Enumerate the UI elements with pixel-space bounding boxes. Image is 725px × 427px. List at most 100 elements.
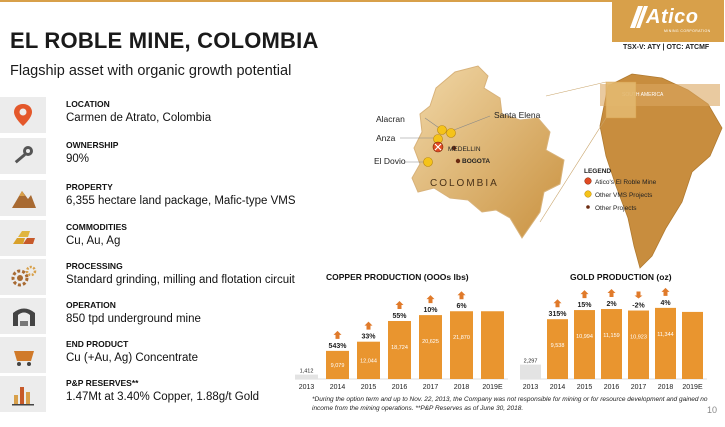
gold-chart-title: GOLD PRODUCTION (oz) (570, 272, 672, 282)
chart-bar (450, 311, 473, 379)
up-arrow-icon (426, 295, 435, 304)
legend-item: Other VMS Projects (595, 192, 653, 199)
x-tick-label: 2019E (482, 384, 503, 391)
fact-value: Standard grinding, milling and flotation… (66, 274, 295, 286)
up-arrow-icon (607, 289, 616, 298)
chart-bar (520, 364, 541, 379)
chart-bar (481, 311, 504, 379)
page-subtitle: Flagship asset with organic growth poten… (10, 63, 292, 79)
ticker-symbols: TSX-V: ATY | OTC: ATCMF (623, 44, 710, 51)
footnote: *During the option term and up to Nov. 2… (312, 396, 708, 412)
chart-bar (295, 374, 318, 379)
place-label-anza: Anza (376, 133, 396, 143)
x-tick-label: 2016 (392, 384, 408, 391)
logo-mark-icon (630, 6, 648, 28)
data-label: 11,344 (657, 332, 673, 338)
data-label: 10,923 (630, 335, 647, 341)
up-arrow-icon (580, 290, 589, 299)
data-label: 12,044 (360, 358, 377, 364)
legend-item: Atico's El Roble Mine (595, 179, 657, 186)
mine-tunnel-icon (13, 308, 35, 326)
fact-label: P&P RESERVES** (66, 378, 139, 388)
up-arrow-icon (553, 299, 562, 308)
fact-row-commodities: COMMODITIES Cu, Au, Ag (0, 220, 280, 256)
chart-bar (574, 310, 595, 379)
x-tick-label: 2014 (550, 384, 566, 391)
x-tick-label: 2017 (631, 384, 647, 391)
fact-label: OPERATION (66, 300, 116, 310)
x-tick-label: 2014 (330, 384, 346, 391)
fact-value: Cu (+Au, Ag) Concentrate (66, 352, 199, 364)
fact-value: Carmen de Atrato, Colombia (66, 112, 212, 124)
x-tick-label: 2015 (361, 384, 377, 391)
up-arrow-icon (364, 321, 373, 330)
fact-label: LOCATION (66, 99, 110, 109)
colombia-map: SOUTH AMERICA Alacran Santa Elena Anza M… (374, 65, 723, 269)
chart-bar (682, 311, 703, 379)
medellin-marker (451, 145, 457, 151)
growth-label: 15% (577, 302, 592, 309)
place-label-el-dovio: El Dovio (374, 156, 406, 166)
fact-value: 1.47Mt at 3.40% Copper, 1.88g/t Gold (66, 391, 260, 403)
growth-label: -2% (632, 303, 645, 310)
data-label: 9,079 (331, 363, 345, 369)
place-label-medellin: MEDELLIN (448, 146, 481, 153)
growth-label: 4% (660, 300, 671, 307)
x-tick-label: 2018 (658, 384, 674, 391)
chart-bar (357, 341, 380, 379)
top-accent-line (0, 0, 612, 2)
fact-row-reserves: P&P RESERVES** 1.47Mt at 3.40% Copper, 1… (0, 376, 280, 412)
x-tick-label: 2013 (523, 384, 539, 391)
data-label: 20,625 (422, 339, 439, 345)
fact-label: PROCESSING (66, 261, 123, 271)
chart-bar (628, 310, 649, 379)
fact-label: COMMODITIES (66, 222, 127, 232)
gold-production-chart: 2013 2,297 2014 9,538 315% 2015 10,994 15% 2016 1… (520, 287, 707, 391)
down-arrow-icon (634, 291, 643, 299)
growth-label: 6% (456, 303, 467, 310)
copper-chart-title: COPPER PRODUCTION (OOOs lbs) (326, 272, 469, 282)
bogota-marker (455, 158, 461, 164)
key-icon (14, 146, 33, 164)
place-label-santa-elena: Santa Elena (494, 110, 541, 120)
logo-text: Atico (646, 6, 699, 28)
chart-bar (388, 320, 411, 379)
fact-value: 90% (66, 153, 90, 165)
chart-bar (655, 307, 676, 379)
data-label: 11,159 (603, 333, 619, 339)
vms-project-marker (423, 157, 433, 167)
x-tick-label: 2015 (577, 384, 593, 391)
mountain-icon (12, 191, 36, 208)
fact-value: Cu, Au, Ag (66, 235, 121, 247)
fact-value: 6,355 hectare land package, Mafic-type V… (66, 195, 296, 207)
copper-production-chart: 2013 1,412 2014 9,079 543% 2015 12,044 33% 2016 1… (295, 291, 508, 391)
chart-bar (547, 319, 568, 379)
x-tick-label: 2019E (682, 384, 703, 391)
logo-subtext: MINING CORPORATION (664, 29, 711, 33)
legend-title: LEGEND (584, 168, 611, 175)
data-label: 18,724 (391, 345, 408, 351)
fact-row-processing: PROCESSING Standard grinding, milling an… (0, 259, 295, 295)
x-tick-label: 2016 (604, 384, 620, 391)
el-roble-cross-icon (434, 143, 442, 151)
growth-label: 55% (392, 313, 407, 320)
place-label-alacran: Alacran (376, 114, 405, 124)
vms-project-marker (446, 128, 456, 138)
fact-label: OWNERSHIP (66, 140, 119, 150)
country-label: COLOMBIA (430, 178, 499, 189)
fact-row-property: PROPERTY 6,355 hectare land package, Maf… (0, 180, 296, 216)
page-number: 10 (707, 405, 718, 415)
growth-label: 543% (329, 343, 348, 350)
continent-label: SOUTH AMERICA (622, 92, 664, 98)
gold-bars-icon (13, 231, 35, 244)
data-label: 9,538 (551, 343, 565, 349)
data-label: 1,412 (300, 369, 314, 375)
map-pin-icon (14, 104, 32, 126)
legend-el-roble-icon (584, 177, 592, 185)
fact-row-end-product: END PRODUCT Cu (+Au, Ag) Concentrate (0, 337, 280, 373)
cart-icon (14, 351, 34, 366)
growth-label: 33% (361, 334, 376, 341)
growth-label: 10% (423, 307, 438, 314)
x-tick-label: 2018 (454, 384, 470, 391)
fact-row-ownership: OWNERSHIP 90% (0, 138, 280, 174)
